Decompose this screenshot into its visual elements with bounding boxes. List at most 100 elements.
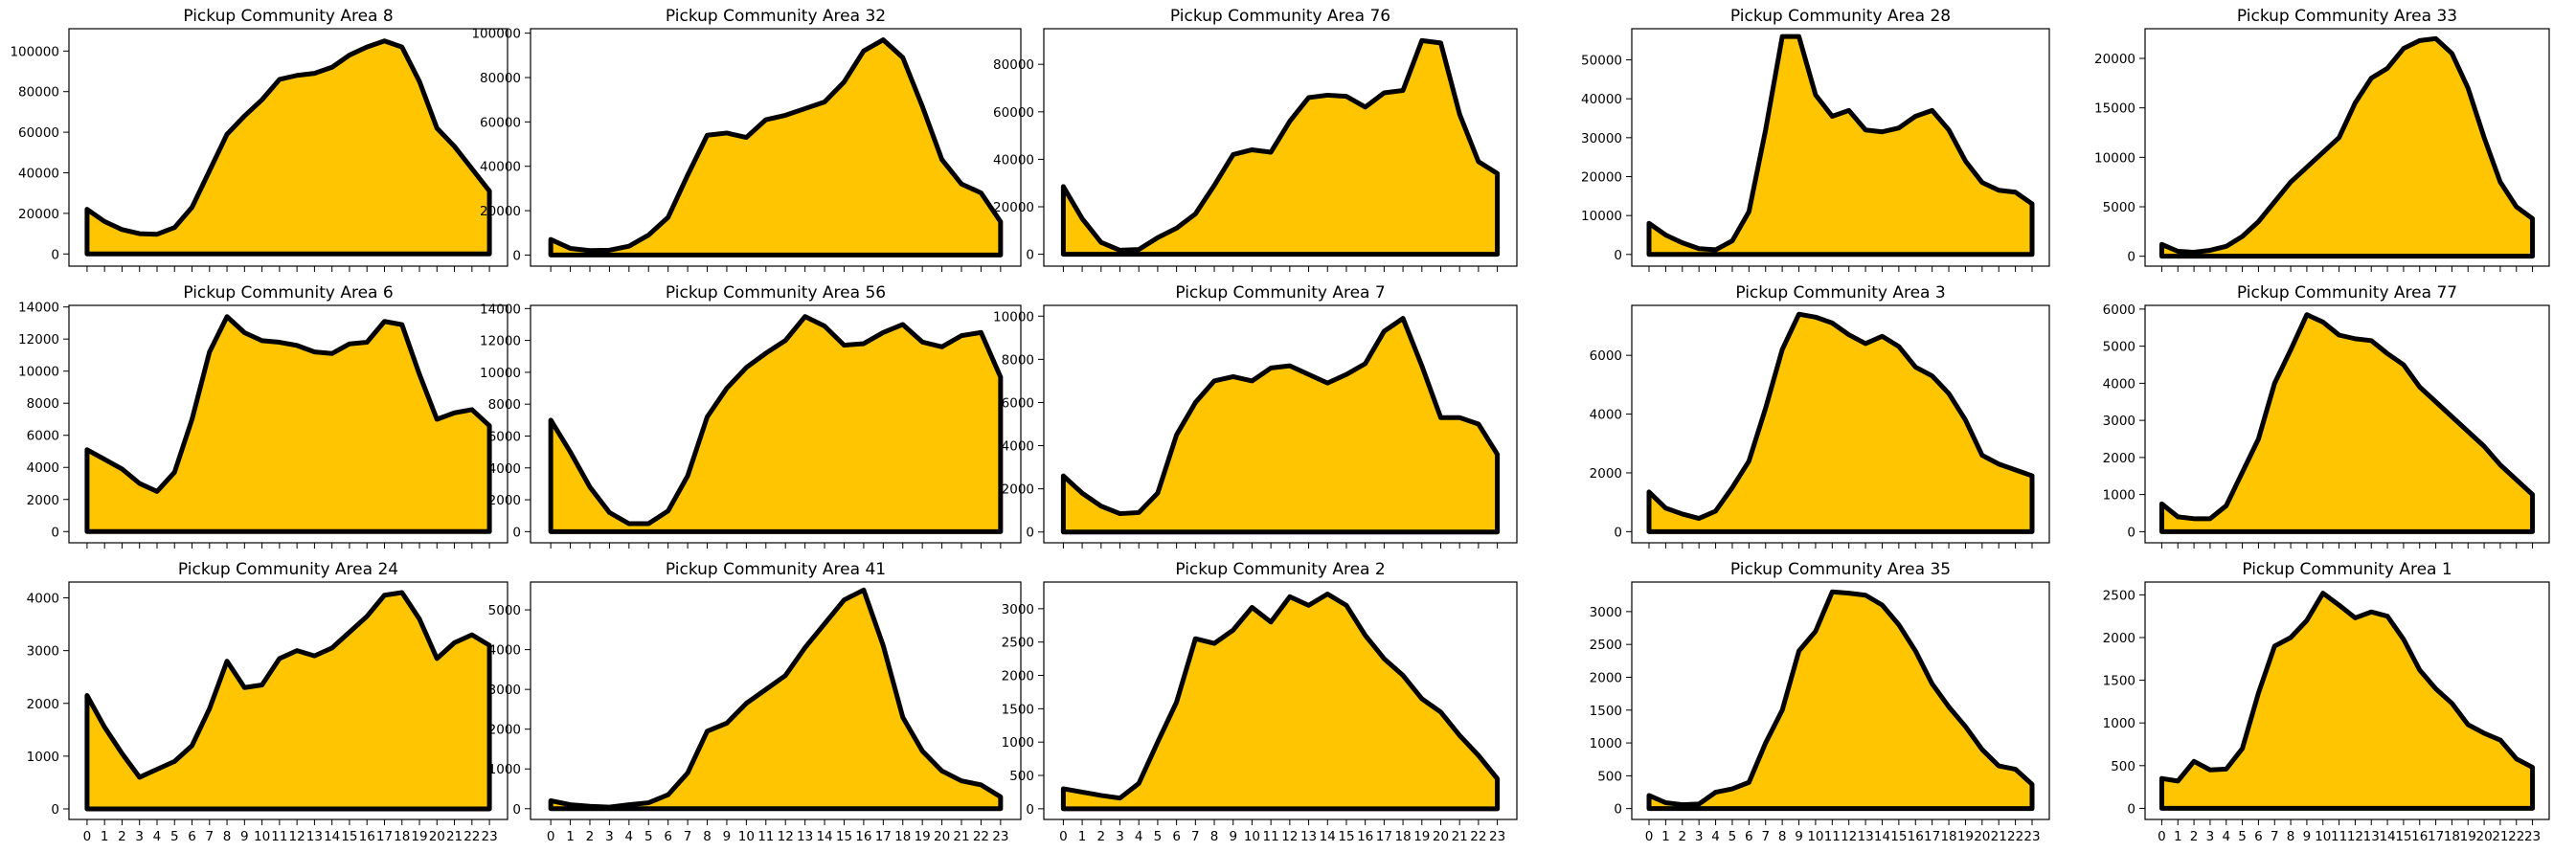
x-tick-label: 10 xyxy=(1244,829,1260,844)
y-tick-label: 6000 xyxy=(1002,395,1034,411)
x-tick-label: 8 xyxy=(2287,829,2295,844)
y-tick-label: 8000 xyxy=(1002,352,1034,368)
x-tick-label: 3 xyxy=(605,829,614,844)
x-tick-label: 0 xyxy=(547,829,555,844)
x-tick-label: 15 xyxy=(1890,829,1907,844)
panel-title: Pickup Community Area 33 xyxy=(2237,7,2457,26)
y-tick-label: 0 xyxy=(2127,801,2135,817)
y-tick-label: 40000 xyxy=(480,160,521,175)
subplot-panel: Pickup Community Area 1 0 500 1000 1500 2000 2… xyxy=(2103,560,2550,844)
y-tick-label: 80000 xyxy=(18,85,59,101)
x-tick-label: 10 xyxy=(254,829,270,844)
x-tick-label: 13 xyxy=(1300,829,1317,844)
axes-frame xyxy=(1631,28,2050,267)
y-tick-label: 4000 xyxy=(27,592,59,607)
area-series xyxy=(1060,37,1501,258)
x-tick-label: 16 xyxy=(855,829,871,844)
y-tick-label: 6000 xyxy=(27,429,59,444)
area-series xyxy=(1646,34,2035,258)
y-tick-label: 0 xyxy=(1026,802,1034,818)
x-tick-label: 12 xyxy=(2347,829,2363,844)
x-tick-label: 3 xyxy=(2206,829,2215,844)
y-tick-label: 10000 xyxy=(1581,209,1622,224)
x-tick-label: 2 xyxy=(586,829,595,844)
axes-frame xyxy=(1631,304,2050,544)
subplot-panel: Pickup Community Area 35 0 500 1000 1500 2000… xyxy=(1590,560,2050,844)
subplot-panel: Pickup Community Area 24 0 1000 2000 3000 400… xyxy=(27,560,508,844)
x-tick-label: 21 xyxy=(1991,829,2007,844)
y-tick-label: 40000 xyxy=(18,166,59,181)
x-tick-label: 16 xyxy=(2411,829,2428,844)
x-tick-label: 0 xyxy=(2158,829,2166,844)
y-tick-label: 2000 xyxy=(2103,451,2135,466)
x-tick-label: 11 xyxy=(1824,829,1841,844)
x-tick-label: 9 xyxy=(723,829,732,844)
y-tick-label: 4000 xyxy=(1590,408,1622,423)
x-tick-label: 18 xyxy=(894,829,911,844)
x-tick-label: 20 xyxy=(934,829,950,844)
x-tick-label: 23 xyxy=(2023,829,2040,844)
y-tick-label: 3000 xyxy=(27,644,59,660)
panel-title: Pickup Community Area 6 xyxy=(183,283,393,303)
x-tick-label: 22 xyxy=(973,829,989,844)
y-tick-label: 30000 xyxy=(1581,131,1622,146)
y-tick-label: 40000 xyxy=(993,152,1034,168)
area-series xyxy=(548,37,1004,258)
x-tick-label: 11 xyxy=(757,829,774,844)
x-tick-label: 13 xyxy=(797,829,813,844)
x-tick-label: 13 xyxy=(306,829,323,844)
x-tick-label: 19 xyxy=(1413,829,1430,844)
x-tick-label: 11 xyxy=(2331,829,2347,844)
subplot-panel: Pickup Community Area 41 0 1000 2000 3000 400… xyxy=(488,560,1022,844)
axes-frame xyxy=(530,581,1022,820)
x-tick-label: 22 xyxy=(463,829,480,844)
x-tick-label: 3 xyxy=(1695,829,1704,844)
y-tick-label: 12000 xyxy=(480,334,521,349)
y-tick-label: 1000 xyxy=(1590,736,1622,751)
axes-frame xyxy=(2144,581,2550,820)
y-tick-label: 1500 xyxy=(2103,674,2135,689)
x-tick-label: 13 xyxy=(2363,829,2380,844)
y-tick-label: 10000 xyxy=(993,309,1034,325)
axes-frame xyxy=(68,28,508,267)
x-tick-label: 5 xyxy=(644,829,653,844)
y-tick-label: 4000 xyxy=(27,460,59,476)
y-tick-label: 0 xyxy=(1614,248,1622,263)
x-tick-label: 5 xyxy=(1729,829,1737,844)
y-tick-label: 0 xyxy=(51,247,59,262)
y-tick-label: 50000 xyxy=(1581,54,1622,69)
x-tick-label: 2 xyxy=(1678,829,1686,844)
y-tick-label: 2000 xyxy=(27,697,59,712)
x-tick-label: 21 xyxy=(953,829,969,844)
x-tick-label: 8 xyxy=(1210,829,1219,844)
y-tick-label: 10000 xyxy=(18,365,59,380)
x-tick-label: 10 xyxy=(1807,829,1823,844)
y-tick-label: 0 xyxy=(1614,802,1622,818)
x-tick-label: 3 xyxy=(135,829,144,844)
y-tick-label: 2000 xyxy=(27,493,59,508)
area-series xyxy=(1646,311,2035,534)
x-tick-label: 17 xyxy=(1924,829,1940,844)
y-tick-label: 60000 xyxy=(480,115,521,130)
x-tick-label: 0 xyxy=(1059,829,1068,844)
subplot-panel: Pickup Community Area 33 0 5000 10000 15000 2… xyxy=(2094,7,2550,272)
x-tick-label: 0 xyxy=(1645,829,1654,844)
subplot-panel: Pickup Community Area 6 0 2000 4000 6000 8000… xyxy=(18,283,508,549)
y-tick-label: 0 xyxy=(1614,525,1622,540)
y-tick-label: 20000 xyxy=(18,207,59,222)
y-tick-label: 2000 xyxy=(1002,669,1034,684)
x-tick-label: 19 xyxy=(411,829,427,844)
area-series xyxy=(2158,35,2536,259)
x-tick-label: 22 xyxy=(2007,829,2023,844)
x-tick-label: 17 xyxy=(2428,829,2444,844)
x-tick-label: 20 xyxy=(1974,829,1990,844)
x-tick-label: 12 xyxy=(778,829,794,844)
area-series xyxy=(84,314,492,534)
x-tick-label: 4 xyxy=(1135,829,1143,844)
area-series xyxy=(84,590,492,812)
axes-frame xyxy=(2144,28,2550,267)
x-tick-label: 8 xyxy=(223,829,232,844)
y-tick-label: 3000 xyxy=(2103,414,2135,429)
y-tick-label: 0 xyxy=(512,525,521,540)
x-tick-label: 14 xyxy=(2379,829,2395,844)
